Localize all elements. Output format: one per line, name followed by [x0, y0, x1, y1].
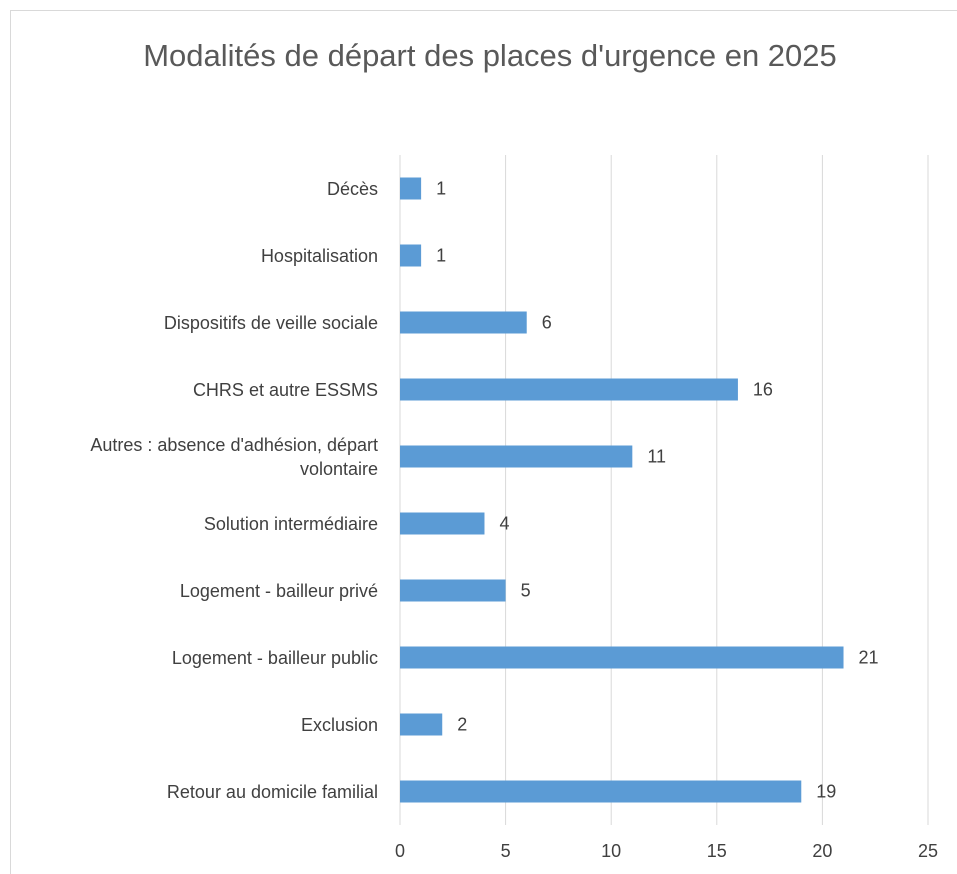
y-tick-label: Retour au domicile familial — [166, 781, 378, 802]
chart-border — [10, 10, 957, 874]
x-tick-label: 15 — [707, 841, 727, 861]
y-tick-label: Logement - bailleur privé — [179, 580, 378, 601]
data-label: 2 — [457, 714, 467, 734]
bar — [400, 445, 633, 468]
y-tick-label: Solution intermédiaire — [203, 513, 378, 534]
bar — [400, 646, 844, 669]
bar — [400, 311, 527, 334]
data-label: 1 — [436, 178, 446, 198]
bar — [400, 780, 802, 803]
data-label: 19 — [816, 781, 836, 801]
y-tick-label: Décès — [326, 178, 378, 199]
data-label: 5 — [521, 580, 531, 600]
chart-title: Modalités de départ des places d'urgence… — [143, 38, 837, 73]
data-label: 11 — [647, 446, 666, 466]
x-tick-label: 5 — [501, 841, 511, 861]
bar — [400, 713, 443, 736]
y-tick-label: Logement - bailleur public — [171, 647, 378, 668]
bar — [400, 177, 422, 200]
y-tick-label: Dispositifs de veille sociale — [163, 312, 378, 333]
data-label: 16 — [753, 379, 773, 399]
bar — [400, 244, 422, 267]
data-label: 6 — [542, 312, 552, 332]
y-tick-label: Exclusion — [300, 714, 378, 735]
bar — [400, 512, 485, 535]
data-label: 1 — [436, 245, 446, 265]
y-tick-label: Autres : absence d'adhésion, départ volo… — [90, 434, 378, 479]
data-label: 21 — [859, 647, 879, 667]
x-tick-label: 10 — [601, 841, 621, 861]
x-tick-label: 20 — [812, 841, 832, 861]
y-tick-label: CHRS et autre ESSMS — [192, 379, 378, 400]
y-tick-label: Hospitalisation — [260, 245, 378, 266]
bar — [400, 579, 506, 602]
bar — [400, 378, 738, 401]
x-tick-label: 25 — [918, 841, 938, 861]
x-tick-label: 0 — [395, 841, 405, 861]
data-label: 4 — [499, 513, 509, 533]
